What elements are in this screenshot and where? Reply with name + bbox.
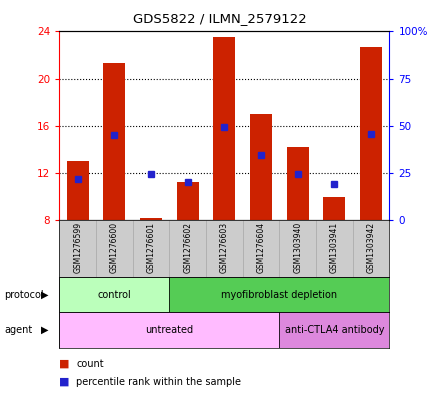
Text: untreated: untreated bbox=[145, 325, 194, 335]
Bar bbox=[279, 220, 316, 277]
Bar bbox=[323, 196, 345, 220]
Bar bbox=[67, 161, 89, 220]
Text: myofibroblast depletion: myofibroblast depletion bbox=[221, 290, 337, 300]
Bar bbox=[243, 220, 279, 277]
Text: ■: ■ bbox=[59, 358, 70, 369]
Text: GDS5822 / ILMN_2579122: GDS5822 / ILMN_2579122 bbox=[133, 12, 307, 25]
Bar bbox=[206, 220, 243, 277]
Text: control: control bbox=[98, 290, 131, 300]
Bar bbox=[353, 220, 389, 277]
Text: GSM1276599: GSM1276599 bbox=[73, 222, 82, 273]
Text: percentile rank within the sample: percentile rank within the sample bbox=[76, 377, 241, 387]
Text: GSM1303941: GSM1303941 bbox=[330, 222, 339, 273]
Bar bbox=[133, 220, 169, 277]
Bar bbox=[287, 147, 309, 220]
Text: GSM1276600: GSM1276600 bbox=[110, 222, 119, 273]
Text: GSM1276602: GSM1276602 bbox=[183, 222, 192, 273]
Bar bbox=[96, 220, 133, 277]
Text: anti-CTLA4 antibody: anti-CTLA4 antibody bbox=[285, 325, 384, 335]
Text: protocol: protocol bbox=[4, 290, 44, 300]
Text: GSM1276604: GSM1276604 bbox=[257, 222, 266, 273]
Bar bbox=[169, 277, 389, 312]
Bar bbox=[250, 114, 272, 220]
Bar bbox=[103, 63, 125, 220]
Text: ■: ■ bbox=[59, 377, 70, 387]
Text: ▶: ▶ bbox=[41, 325, 48, 335]
Bar bbox=[279, 312, 389, 348]
Bar bbox=[360, 47, 382, 220]
Bar bbox=[169, 220, 206, 277]
Bar bbox=[316, 220, 353, 277]
Bar bbox=[177, 182, 199, 220]
Bar bbox=[140, 218, 162, 220]
Text: GSM1303942: GSM1303942 bbox=[367, 222, 376, 273]
Bar bbox=[59, 220, 96, 277]
Text: GSM1276601: GSM1276601 bbox=[147, 222, 156, 273]
Text: GSM1276603: GSM1276603 bbox=[220, 222, 229, 273]
Bar bbox=[59, 312, 279, 348]
Bar bbox=[213, 37, 235, 220]
Text: count: count bbox=[76, 358, 104, 369]
Bar bbox=[59, 277, 169, 312]
Text: ▶: ▶ bbox=[41, 290, 48, 300]
Text: GSM1303940: GSM1303940 bbox=[293, 222, 302, 273]
Text: agent: agent bbox=[4, 325, 33, 335]
